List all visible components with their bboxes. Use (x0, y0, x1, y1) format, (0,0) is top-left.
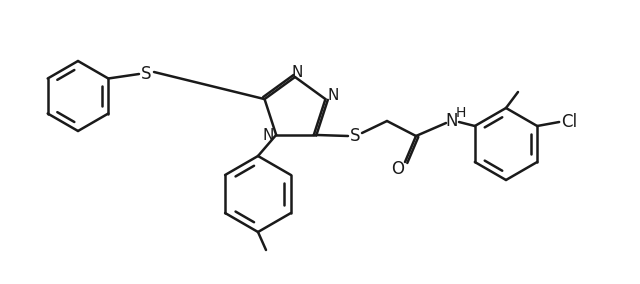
Text: N: N (291, 64, 303, 80)
Text: S: S (349, 127, 360, 145)
Text: N: N (262, 128, 274, 143)
Text: O: O (392, 160, 404, 178)
Text: Cl: Cl (561, 113, 577, 131)
Text: N: N (328, 87, 339, 103)
Text: H: H (456, 106, 466, 120)
Text: S: S (141, 65, 151, 83)
Text: N: N (445, 112, 458, 130)
